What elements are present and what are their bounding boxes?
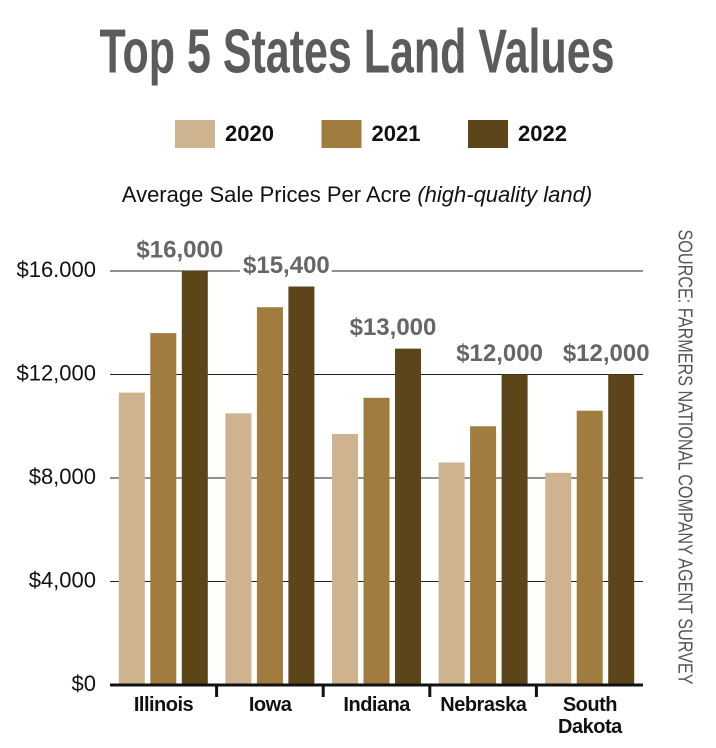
bar (150, 333, 177, 685)
legend-swatch (321, 120, 362, 148)
x-tick-label: Indiana (343, 694, 410, 716)
value-label: $12,000 (563, 340, 650, 367)
subtitle-note: (high-quality land) (417, 182, 592, 207)
x-tick-label: Illinois (133, 694, 194, 716)
y-tick-label: $12,000 (16, 360, 96, 385)
y-tick-label: $16.000 (16, 257, 96, 282)
chart-subtitle: Average Sale Prices Per Acre (high-quali… (122, 182, 592, 207)
bar (363, 397, 390, 685)
bar (395, 348, 421, 685)
y-tick-label: $4,000 (29, 567, 96, 592)
bar (118, 392, 145, 685)
bar (332, 434, 358, 685)
value-label: $15,400 (243, 252, 330, 279)
bar (256, 307, 283, 685)
legend-label: 2022 (518, 121, 567, 146)
bar (608, 374, 635, 685)
bar (576, 410, 603, 685)
x-tick-label: South Dakota (558, 694, 622, 738)
legend-label: 2021 (372, 121, 421, 146)
bar (288, 286, 315, 685)
bar (438, 462, 465, 685)
bar (501, 374, 528, 685)
value-label: $12,000 (456, 340, 543, 367)
value-label: $13,000 (350, 314, 437, 341)
subtitle: Average Sale Prices Per Acre (122, 182, 411, 207)
legend-swatch (175, 120, 215, 148)
source: SOURCE: FARMERS NATIONAL COMPANY AGENT S… (674, 230, 696, 685)
bar (225, 413, 252, 685)
value-label: $16,000 (136, 236, 223, 263)
y-tick-label: $0 (72, 671, 96, 696)
y-tick-label: $8,000 (29, 464, 96, 489)
x-tick-label: Iowa (248, 694, 292, 716)
chart-title: Top 5 States Land Values (100, 17, 615, 86)
bar (470, 426, 497, 685)
legend-label: 2020 (225, 121, 274, 146)
bar (181, 271, 208, 685)
x-tick-label: Nebraska (440, 694, 527, 716)
bar (545, 472, 572, 685)
legend-swatch (468, 120, 508, 148)
